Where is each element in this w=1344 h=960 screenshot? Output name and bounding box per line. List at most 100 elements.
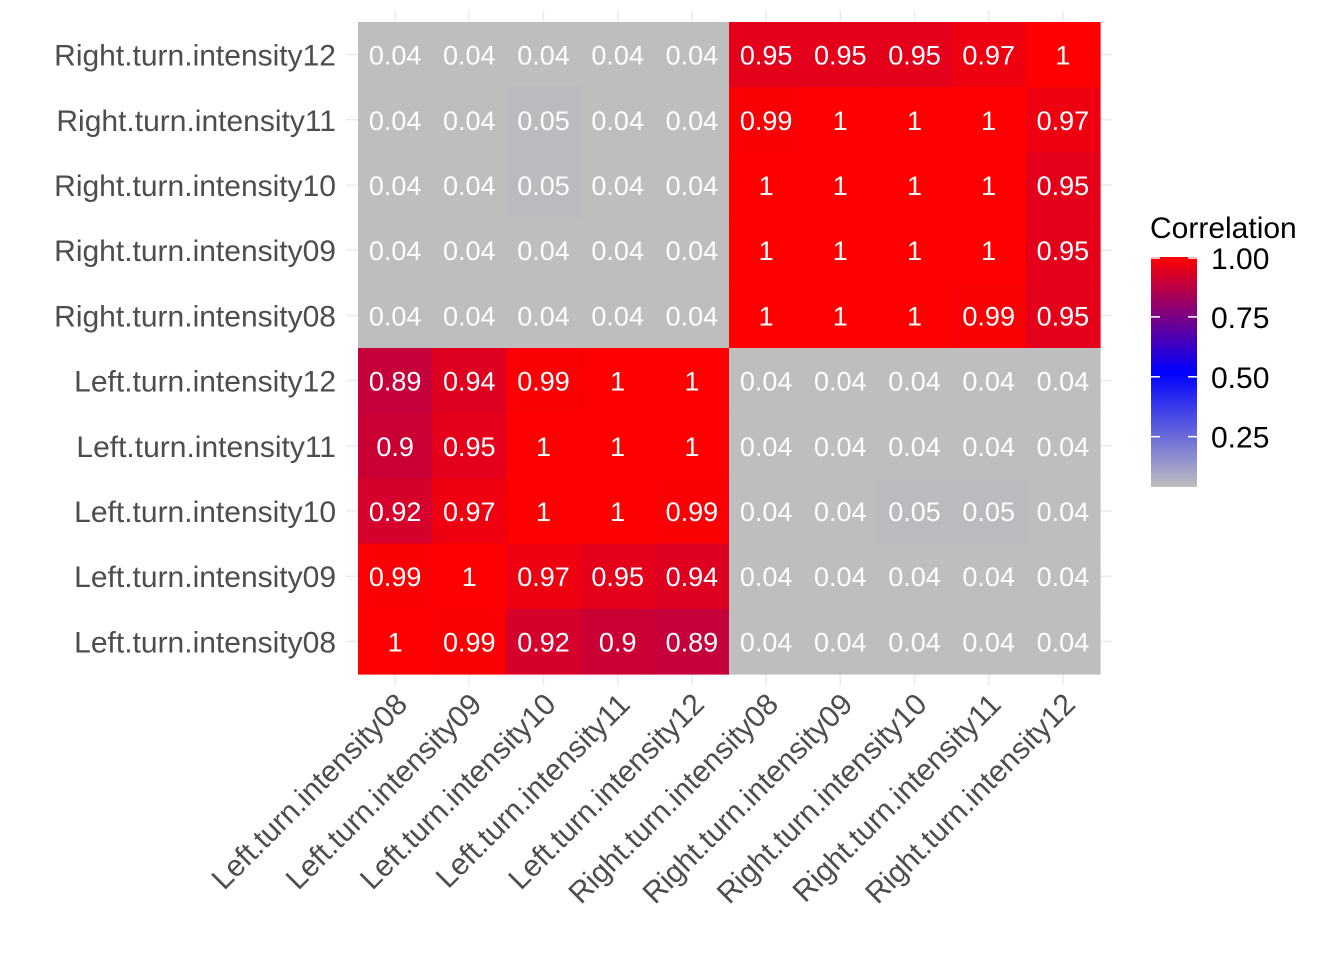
heatmap-cell [654,478,730,545]
cell-value-label: 0.95 [888,41,941,71]
y-tick-label: Left.turn.intensity10 [74,496,336,529]
heatmap-cell [580,543,656,610]
cell-value-label: 0.99 [443,627,496,657]
cell-value-label: 0.95 [1037,236,1090,266]
heatmap-cell [432,282,507,349]
cell-value-label: 0.05 [962,497,1015,527]
heatmap-cell [803,478,878,545]
cell-value-label: 0.97 [517,562,570,592]
heatmap-cell [951,22,1027,88]
cell-value-label: 0.95 [1037,171,1090,201]
heatmap-cell [358,217,433,284]
heatmap-cell [729,478,804,545]
cell-value-label: 1 [833,301,848,331]
cell-value-label: 1 [684,432,699,462]
cell-value-label: 0.04 [962,562,1015,592]
heatmap-cell [951,413,1027,479]
heatmap-cell [877,608,953,675]
cell-value-label: 0.04 [666,171,719,201]
cell-value-label: 0.95 [740,41,793,71]
y-tick-label: Right.turn.intensity09 [54,235,336,268]
cell-value-label: 1 [981,106,996,136]
heatmap-cell [358,87,433,153]
heatmap-cell [506,282,582,349]
cell-value-label: 0.04 [591,106,644,136]
cell-value-label: 0.04 [814,367,867,397]
cell-value-label: 1 [759,301,774,331]
cell-value-label: 0.04 [740,562,793,592]
y-tick-label: Left.turn.intensity08 [74,626,336,659]
cell-value-label: 1 [833,236,848,266]
cell-value-label: 0.99 [740,106,793,136]
y-tick-label: Left.turn.intensity09 [74,561,336,594]
cell-value-label: 0.97 [1037,106,1090,136]
heatmap-cell [432,478,507,545]
heatmap-cell [506,217,582,284]
cell-value-label: 0.04 [369,106,422,136]
heatmap-cell [951,478,1027,545]
heatmap-cell [358,413,433,479]
heatmap-cell [506,348,582,414]
cell-value-label: 0.04 [666,301,719,331]
heatmap-cell [506,478,582,545]
cell-value-label: 0.04 [443,301,496,331]
cell-value-label: 0.92 [517,627,570,657]
heatmap-cell [729,22,804,88]
heatmap-cell [432,348,507,414]
heatmap-cell [506,608,582,675]
heatmap-cell [729,543,804,610]
heatmap-cell [803,543,878,610]
cell-value-label: 1 [907,171,922,201]
heatmap-cell [506,413,582,479]
legend-tick-label: 0.25 [1211,422,1269,455]
heatmap-cell [951,152,1027,219]
heatmap-cell [358,152,433,219]
heatmap-cell [1025,87,1101,153]
cell-value-label: 1 [684,367,699,397]
cell-value-label: 0.99 [666,497,719,527]
y-tick-label: Left.turn.intensity11 [76,431,336,464]
heatmap-cell [951,282,1027,349]
heatmap-cell [877,478,953,545]
cell-value-label: 1 [833,106,848,136]
cell-value-label: 0.04 [962,432,1015,462]
cell-value-label: 0.04 [1037,367,1090,397]
cell-value-label: 0.92 [369,497,422,527]
cell-value-label: 0.04 [888,367,941,397]
heatmap-cell [580,152,656,219]
heatmap-cell [580,608,656,675]
cell-value-label: 0.04 [369,236,422,266]
cell-value-label: 0.04 [814,432,867,462]
heatmap-cell [506,152,582,219]
heatmap-cell [1025,543,1101,610]
cell-value-label: 0.04 [443,236,496,266]
cell-value-label: 0.04 [591,236,644,266]
heatmap-cell [654,608,730,675]
cell-value-label: 0.94 [443,367,496,397]
heatmap-cell [506,22,582,88]
cell-value-label: 1 [536,497,551,527]
cell-value-label: 0.97 [443,497,496,527]
cell-value-label: 0.04 [1037,432,1090,462]
heatmap-cell [877,22,953,88]
heatmap-cell [432,413,507,479]
heatmap-cell [654,217,730,284]
legend-title: Correlation [1150,212,1297,245]
heatmap-cell [1025,22,1101,88]
cell-value-label: 0.95 [591,562,644,592]
heatmap-cell [729,282,804,349]
cell-value-label: 0.05 [517,106,570,136]
heatmap-cell [729,348,804,414]
cell-value-label: 0.95 [1037,301,1090,331]
cell-value-labels: 0.04 0.04 0.04 0.04 0.04 0.95 0.95 0.95 0.97 1 0.0… [369,41,1089,658]
cell-value-label: 0.04 [1037,497,1090,527]
cell-value-label: 0.05 [517,171,570,201]
heatmap-cell [432,87,507,153]
heatmap-cell [951,543,1027,610]
cell-value-label: 0.04 [517,301,570,331]
cell-value-label: 0.04 [369,301,422,331]
heatmap-cell [358,282,433,349]
cell-value-label: 0.04 [666,236,719,266]
heatmap-cell [729,217,804,284]
